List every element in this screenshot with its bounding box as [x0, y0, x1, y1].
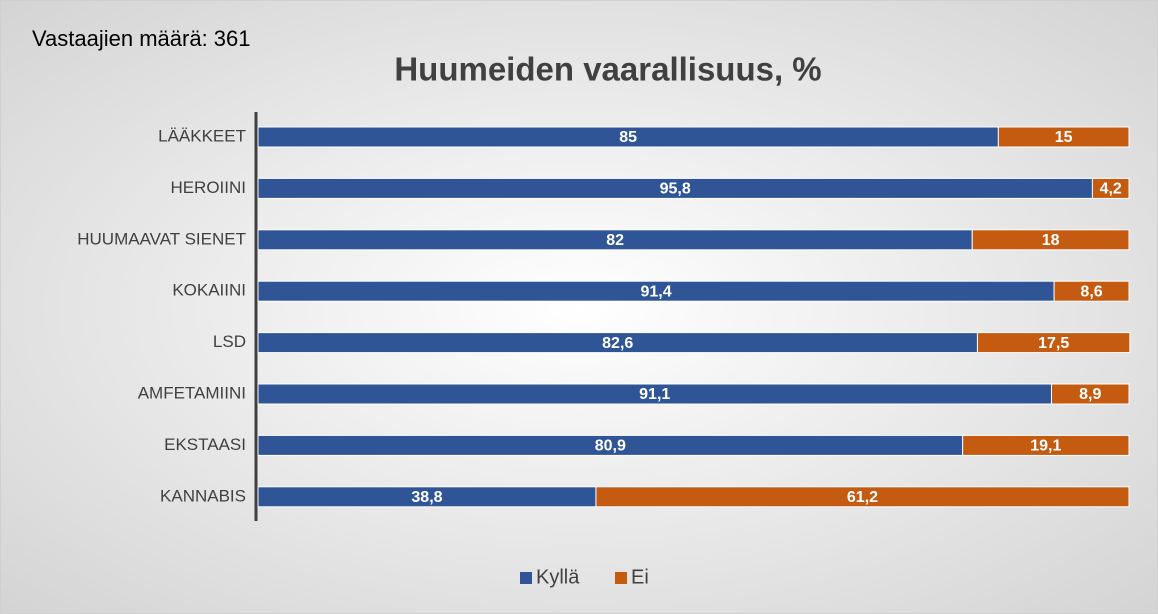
- legend-swatch: [615, 572, 627, 584]
- bar-segment: [971, 229, 1130, 251]
- y-tick-label: HEROIINI: [170, 178, 246, 197]
- y-tick-label: LSD: [213, 332, 246, 351]
- data-label: 82,6: [602, 335, 633, 352]
- bar-segment: [1091, 177, 1130, 199]
- y-tick-label: HUUMAAVAT SIENET: [77, 229, 246, 248]
- data-label: 17,5: [1038, 335, 1069, 352]
- data-label: 91,1: [639, 386, 670, 403]
- data-label: 15: [1055, 129, 1073, 146]
- data-label: 85: [619, 129, 637, 146]
- data-label: 18: [1042, 232, 1060, 249]
- data-label: 8,6: [1080, 283, 1102, 300]
- data-label: 80,9: [595, 438, 626, 455]
- bar-segment: [1053, 280, 1130, 302]
- data-label: 91,4: [640, 283, 671, 300]
- bar-segment: [976, 332, 1131, 354]
- data-label: 82: [606, 232, 624, 249]
- chart-subtitle: Vastaajien määrä: 361: [32, 26, 251, 51]
- bar-segment: [962, 434, 1130, 456]
- data-label: 38,8: [411, 489, 442, 506]
- y-tick-label: KOKAIINI: [172, 281, 246, 300]
- data-label: 61,2: [847, 489, 878, 506]
- y-tick-label: EKSTAASI: [164, 435, 246, 454]
- legend-label: Kyllä: [536, 566, 580, 588]
- data-label: 4,2: [1100, 181, 1122, 198]
- bar-segment: [1050, 383, 1130, 405]
- bar-segment: [595, 486, 1130, 508]
- y-tick-label: LÄÄKKEET: [158, 126, 246, 145]
- bar-segment: [997, 126, 1130, 148]
- y-tick-label: KANNABIS: [160, 486, 246, 505]
- legend-label: Ei: [631, 566, 649, 588]
- chart-title: Huumeiden vaarallisuus, %: [394, 51, 821, 88]
- y-tick-label: AMFETAMIINI: [138, 383, 246, 402]
- legend-swatch: [520, 572, 532, 584]
- data-label: 19,1: [1030, 438, 1061, 455]
- data-label: 95,8: [660, 181, 691, 198]
- data-label: 8,9: [1079, 386, 1101, 403]
